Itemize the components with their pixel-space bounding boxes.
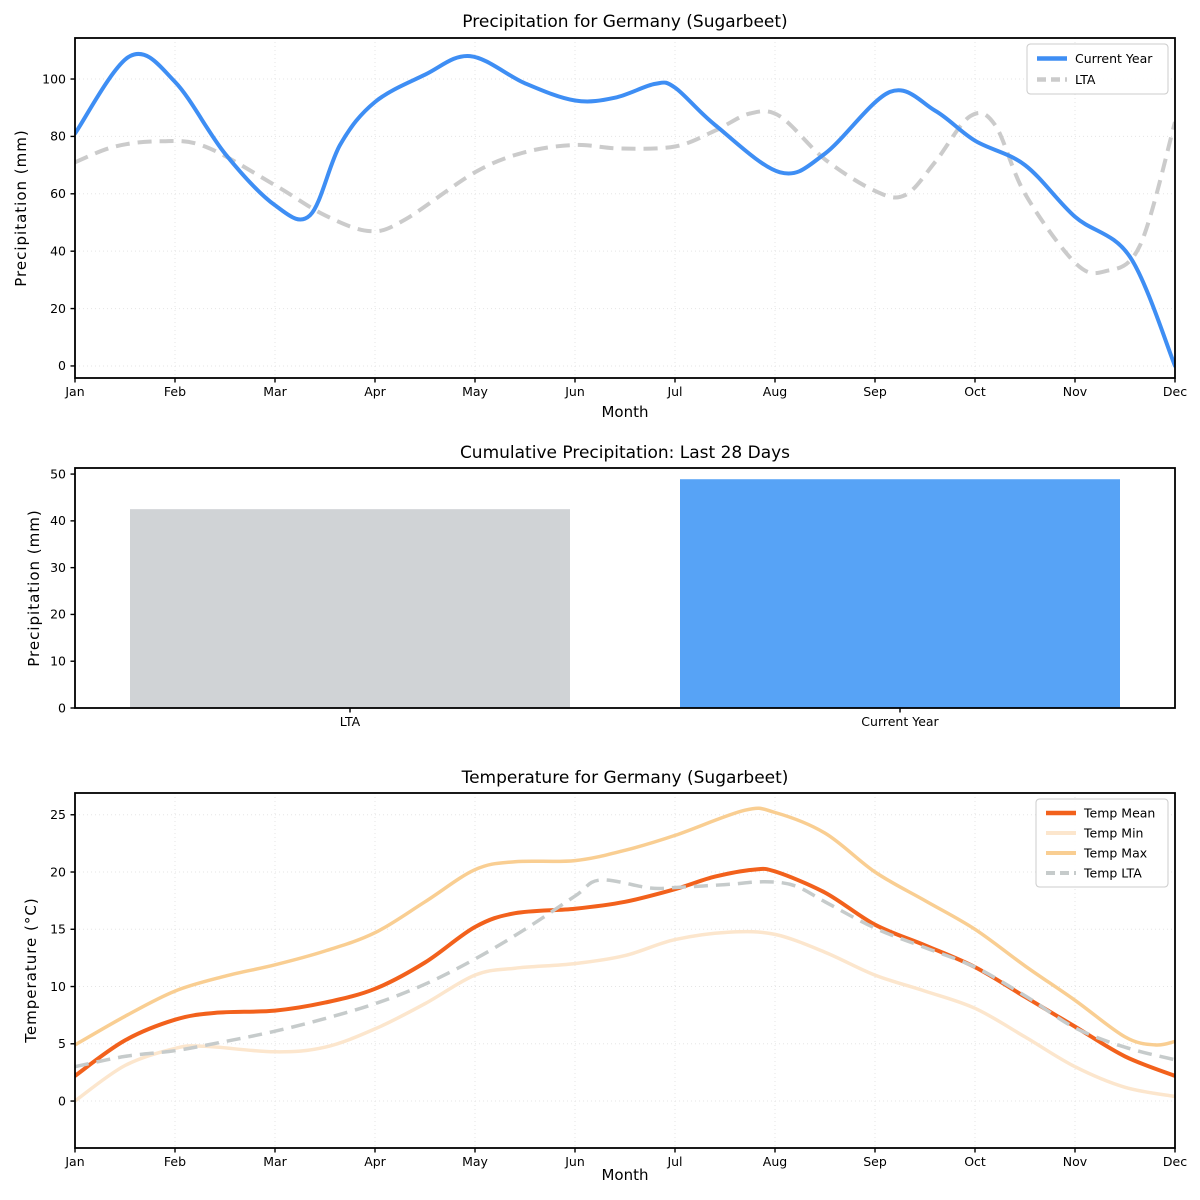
ticks: Jan Feb Mar Apr May Jun Jul Aug Sep Oct Nov Dec 0 5 10… <box>50 807 1187 1169</box>
ticks: LTA Current Year 0 10 20 30 40 50 <box>50 466 939 729</box>
grid <box>74 38 1176 378</box>
x-tick-label: May <box>462 384 488 399</box>
x-tick-label: Jun <box>564 384 585 399</box>
y-tick-label: 20 <box>50 864 66 879</box>
legend-label-temp-lta: Temp LTA <box>1083 865 1142 880</box>
y-tick-label: 50 <box>50 466 66 481</box>
x-tick-label: Feb <box>164 1154 186 1169</box>
x-tick-label: Sep <box>863 384 887 399</box>
series-group <box>75 52 1175 368</box>
temperature-chart-title: Temperature for Germany (Sugarbeet) <box>461 768 789 788</box>
bar-current-year <box>680 479 1120 708</box>
cumulative-precipitation-chart-title: Cumulative Precipitation: Last 28 Days <box>459 443 791 463</box>
x-tick-label: Apr <box>364 1154 386 1169</box>
x-tick-label: Aug <box>763 384 787 399</box>
x-tick-label: Jul <box>666 384 682 399</box>
y-tick-label: 0 <box>58 1093 66 1108</box>
x-tick-label: Apr <box>364 384 386 399</box>
axes-box <box>74 467 1176 709</box>
precipitation-line-legend: Current Year LTA <box>1026 43 1169 95</box>
series-temp-min <box>75 929 1175 1103</box>
x-tick-label: Jun <box>564 1154 585 1169</box>
x-tick-label: Dec <box>1163 1154 1187 1169</box>
precipitation-y-axis-label: Precipitation (mm) <box>12 129 30 287</box>
legend-label-lta: LTA <box>1075 72 1096 87</box>
legend-box <box>1035 798 1169 888</box>
x-tick-label: Mar <box>263 1154 287 1169</box>
series-lta <box>75 109 1175 276</box>
x-tick-label: Jan <box>64 1154 84 1169</box>
y-tick-label: 80 <box>50 129 66 144</box>
series-current-year <box>75 52 1175 368</box>
axes-box <box>74 37 1176 379</box>
y-tick-label: 10 <box>50 654 66 669</box>
axes-box <box>74 792 1176 1149</box>
y-tick-label: 60 <box>50 186 66 201</box>
y-tick-label: 40 <box>50 243 66 258</box>
x-tick-label: Nov <box>1063 1154 1088 1169</box>
grid <box>74 793 1176 1148</box>
x-tick-label: Nov <box>1063 384 1088 399</box>
x-tick-label: Dec <box>1163 384 1187 399</box>
temperature-line: Jan Feb Mar Apr May Jun Jul Aug Sep Oct Nov Dec 0 5 10… <box>50 792 1187 1169</box>
x-tick-label: Aug <box>763 1154 787 1169</box>
x-tick-label: Jul <box>666 1154 682 1169</box>
x-tick-label: May <box>462 1154 488 1169</box>
series-temp-lta <box>75 878 1175 1069</box>
temperature-line-legend: Temp Mean Temp Min Temp Max Temp LTA <box>1035 798 1169 888</box>
legend-label-current-year: Current Year <box>1075 51 1153 66</box>
precipitation-x-axis-label: Month <box>601 403 649 421</box>
legend-label-temp-mean: Temp Mean <box>1083 805 1155 820</box>
bar-lta <box>130 509 570 708</box>
y-tick-label: 0 <box>58 358 66 373</box>
y-tick-label: 20 <box>50 607 66 622</box>
cumulative-precipitation-y-axis-label: Precipitation (mm) <box>25 509 43 667</box>
y-tick-label: 100 <box>42 71 66 86</box>
ticks: Jan Feb Mar Apr May Jun Jul Aug Sep Oct Nov Dec 0 20 4… <box>42 71 1187 399</box>
legend-label-temp-min: Temp Min <box>1083 825 1143 840</box>
precipitation-bar: LTA Current Year 0 10 20 30 40 50 <box>50 466 1176 729</box>
y-tick-label: 5 <box>58 1036 66 1051</box>
precipitation-chart-title: Precipitation for Germany (Sugarbeet) <box>462 12 788 32</box>
x-tick-label: Feb <box>164 384 186 399</box>
y-tick-label: 15 <box>50 922 66 937</box>
temperature-y-axis-label: Temperature (°C) <box>22 897 40 1043</box>
x-tick-label: LTA <box>340 714 361 729</box>
x-tick-label: Mar <box>263 384 287 399</box>
legend-label-temp-max: Temp Max <box>1083 845 1147 860</box>
x-tick-label: Oct <box>964 1154 986 1169</box>
y-tick-label: 30 <box>50 560 66 575</box>
y-tick-label: 10 <box>50 979 66 994</box>
series-group <box>75 806 1175 1103</box>
y-tick-label: 0 <box>58 700 66 715</box>
y-tick-label: 40 <box>50 513 66 528</box>
x-tick-label: Jan <box>64 384 84 399</box>
y-tick-label: 20 <box>50 301 66 316</box>
series-temp-mean <box>75 866 1175 1078</box>
x-tick-label: Sep <box>863 1154 887 1169</box>
temperature-x-axis-label: Month <box>601 1166 649 1184</box>
y-tick-label: 25 <box>50 807 66 822</box>
x-tick-label: Oct <box>964 384 986 399</box>
precipitation-line: Jan Feb Mar Apr May Jun Jul Aug Sep Oct Nov Dec 0 20 4… <box>42 37 1187 399</box>
series-temp-max <box>75 806 1175 1047</box>
x-tick-label: Current Year <box>861 714 939 729</box>
